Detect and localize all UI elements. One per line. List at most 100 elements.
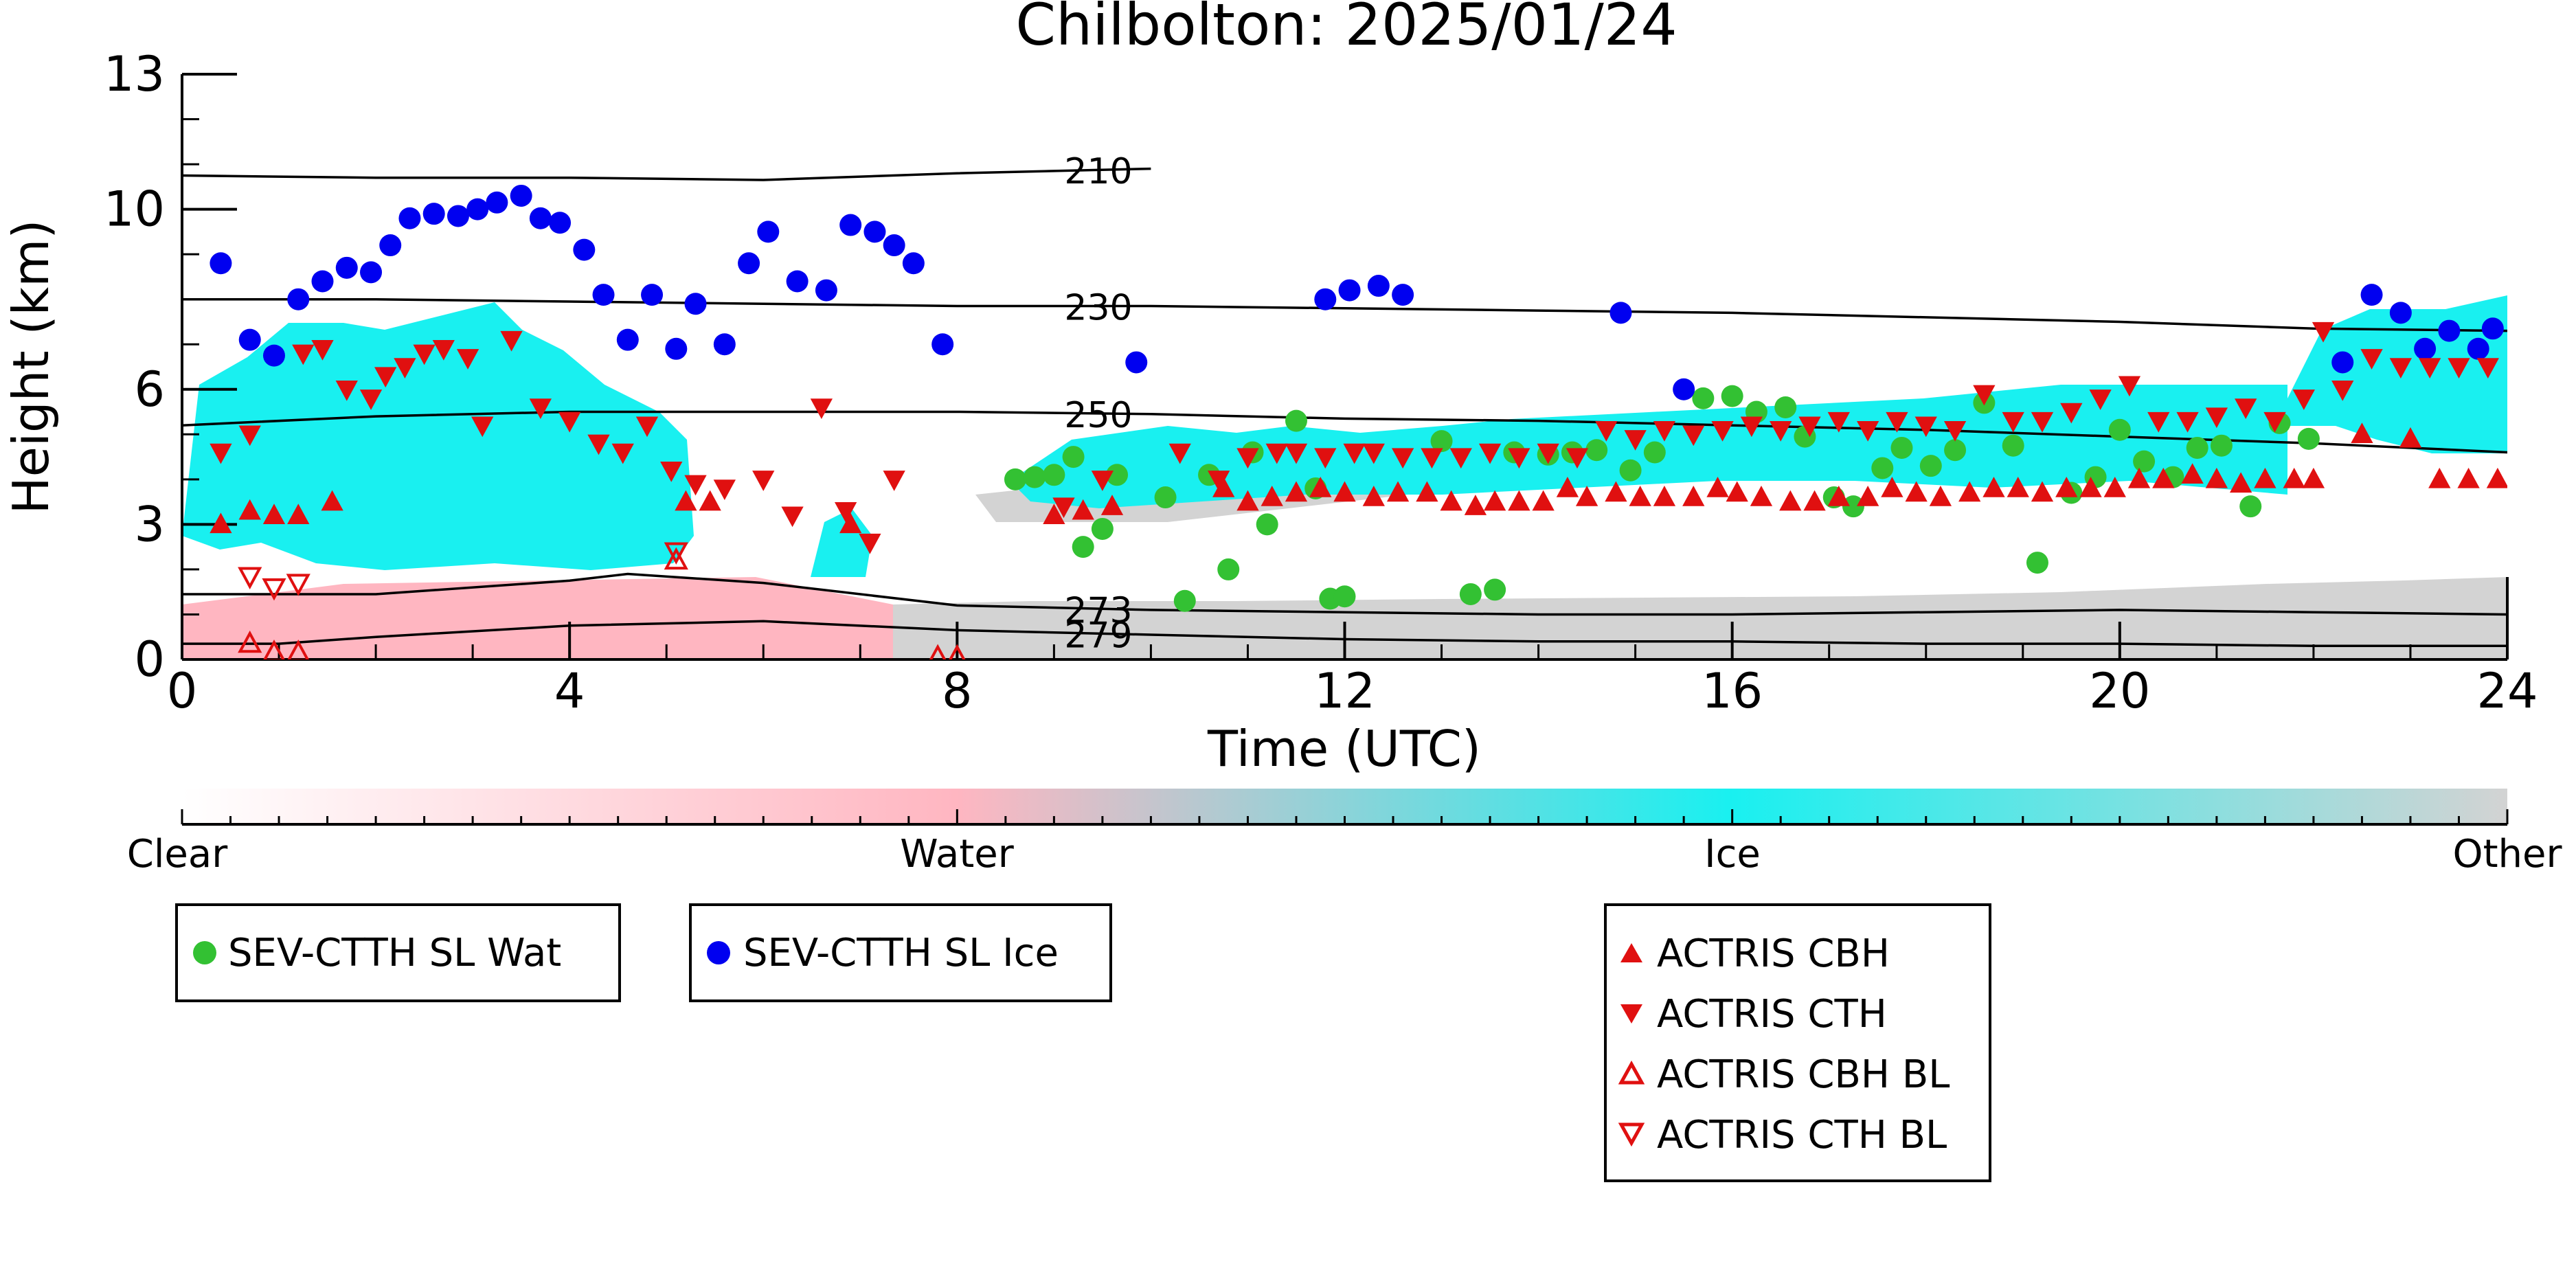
point-actris-cth	[1682, 425, 1705, 447]
point-actris-cth	[2389, 358, 2413, 379]
contour-label-279: 279	[1064, 615, 1132, 657]
point-actris-cth	[1421, 448, 1443, 469]
point-actris-cbh	[2055, 476, 2078, 497]
point-actris-cbh	[1440, 490, 1462, 511]
point-sev-ctth-sl-ice	[713, 333, 736, 356]
point-sev-ctth-sl-wat	[2002, 434, 2024, 457]
point-actris-cbh	[2302, 467, 2325, 488]
point-sev-ctth-sl-ice	[311, 270, 334, 293]
point-actris-cth	[292, 344, 315, 365]
point-actris-cth	[2331, 381, 2354, 401]
point-sev-ctth-sl-ice	[2414, 337, 2437, 360]
point-actris-cbh	[1362, 486, 1385, 506]
y-axis-label: Height (km)	[2, 220, 60, 515]
point-actris-cbh	[1653, 486, 1676, 506]
legend-marker-sev-ice	[707, 941, 730, 964]
x-tick-label: 20	[2089, 663, 2150, 719]
colorbar-label-other: Other	[2452, 832, 2562, 877]
point-sev-ctth-sl-ice	[1392, 284, 1414, 306]
point-sev-ctth-sl-ice	[2389, 302, 2412, 324]
point-sev-ctth-sl-wat	[1585, 439, 1608, 462]
point-actris-cth	[394, 358, 416, 379]
point-sev-ctth-sl-wat	[1091, 517, 1114, 540]
y-tick-label: 6	[134, 361, 165, 418]
point-sev-ctth-sl-ice	[447, 205, 469, 227]
point-actris-cth	[2292, 389, 2315, 410]
point-actris-cth	[210, 443, 232, 464]
point-actris-cth-bl	[286, 574, 310, 596]
point-actris-cth	[781, 506, 804, 528]
point-sev-ctth-sl-wat	[1062, 446, 1085, 468]
point-actris-cth	[1478, 443, 1502, 464]
data-markers	[210, 184, 2507, 659]
point-actris-cbh	[1682, 486, 1705, 506]
point-actris-cth	[1391, 448, 1414, 469]
point-actris-cbh	[2031, 481, 2054, 502]
y-tick-label: 10	[104, 181, 165, 238]
point-actris-cth	[1091, 471, 1114, 491]
point-sev-ctth-sl-wat	[2133, 450, 2156, 473]
point-sev-ctth-sl-ice	[1609, 302, 1632, 324]
contour-label-250: 250	[1064, 395, 1132, 436]
point-sev-ctth-sl-ice	[641, 284, 664, 306]
point-sev-ctth-sl-wat	[1774, 396, 1797, 418]
y-tick-label: 0	[134, 631, 165, 688]
point-actris-cbh	[2283, 467, 2305, 488]
point-actris-cbh	[1483, 490, 1506, 511]
point-actris-cth	[1508, 448, 1530, 469]
point-actris-cth	[1537, 443, 1559, 464]
contour-label-230: 230	[1064, 288, 1132, 329]
point-sev-ctth-sl-ice	[902, 252, 925, 275]
point-actris-cbh	[675, 490, 697, 511]
point-actris-cbh	[1803, 490, 1826, 511]
point-actris-cbh	[2205, 467, 2228, 488]
point-actris-cbh	[2254, 467, 2276, 488]
point-actris-cth	[2312, 321, 2335, 343]
point-sev-ctth-sl-wat	[1871, 457, 1894, 479]
legend-label-cth-bl: ACTRIS CTH BL	[1657, 1113, 1947, 1157]
point-sev-ctth-sl-ice	[379, 234, 402, 257]
point-actris-cbh	[2457, 467, 2480, 488]
point-actris-cbh	[1261, 486, 1283, 506]
point-actris-cbh	[1043, 504, 1065, 525]
point-actris-cth	[1314, 448, 1337, 469]
point-actris-cbh	[238, 499, 261, 520]
point-actris-cbh	[321, 490, 343, 511]
point-actris-cbh	[1726, 481, 1748, 502]
contour-line-273	[182, 572, 2507, 616]
point-actris-cth	[1362, 443, 1385, 464]
chart-title: Chilbolton: 2025/01/24	[1015, 0, 1677, 58]
point-sev-ctth-sl-ice	[863, 221, 886, 243]
point-actris-cth	[1052, 497, 1075, 519]
point-actris-cth	[810, 398, 833, 419]
point-sev-ctth-sl-wat	[1890, 436, 1913, 459]
point-sev-ctth-sl-wat	[1919, 455, 1942, 477]
point-actris-cth	[883, 471, 905, 491]
point-actris-cbh	[1333, 481, 1356, 502]
point-sev-ctth-sl-ice	[1338, 279, 1361, 302]
point-sev-ctth-sl-wat	[1643, 441, 1666, 464]
point-actris-cbh-bl	[238, 630, 262, 653]
legend-marker-sev-wat	[193, 941, 216, 964]
point-sev-ctth-sl-ice	[757, 221, 780, 243]
point-actris-cbh	[1905, 481, 1928, 502]
point-actris-cth	[1827, 411, 1850, 433]
point-actris-cbh	[1285, 481, 1308, 502]
point-sev-ctth-sl-wat	[1154, 486, 1177, 509]
point-actris-cth	[1973, 385, 1996, 406]
point-actris-cbh	[2229, 472, 2252, 493]
point-actris-cth	[1740, 416, 1763, 438]
contour-label-273: 273	[1064, 591, 1132, 632]
x-tick-label: 4	[554, 663, 585, 719]
point-actris-cbh	[2486, 467, 2507, 488]
point-actris-cth	[1770, 421, 1792, 442]
point-actris-cth	[500, 330, 523, 352]
point-actris-cbh	[2007, 476, 2029, 497]
point-actris-cth	[432, 340, 455, 361]
point-sev-ctth-sl-wat	[2297, 427, 2320, 450]
point-actris-cth	[587, 434, 610, 455]
colorbar-label-ice: Ice	[1704, 832, 1761, 877]
point-actris-cbh	[1532, 490, 1555, 511]
point-sev-ctth-sl-wat	[1217, 558, 1240, 580]
